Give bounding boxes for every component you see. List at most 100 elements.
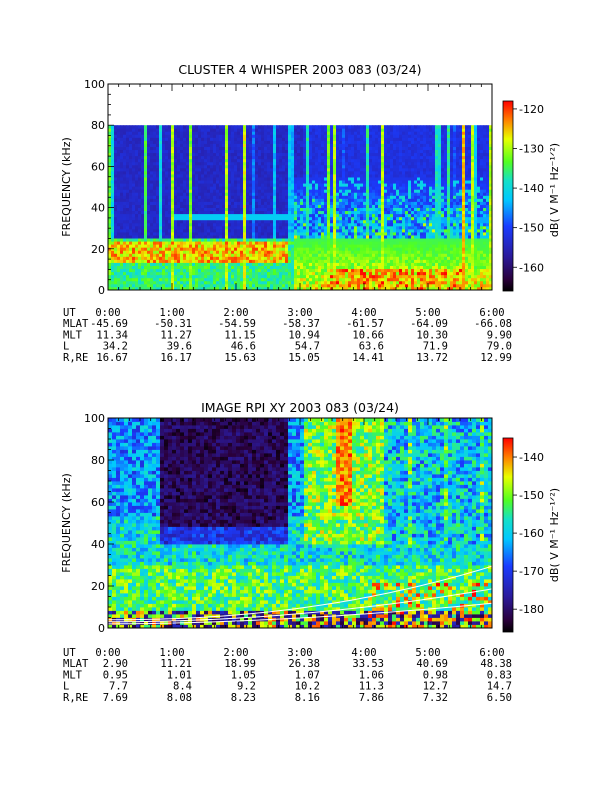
spectrogram-image [108,84,493,291]
colorbar: -140 -150 -160 -170 -180 dB( V M⁻¹ Hz⁻¹ᐟ²) [502,437,561,633]
colorbar-label: dB( V M⁻¹ Hz⁻¹ᐟ²) [548,143,561,237]
y-tick-label: 80 [91,119,105,132]
ephemeris-value: 13.72 [416,352,448,364]
colorbar-tick-label: -130 [519,143,544,156]
ephemeris-row-label: L [63,341,69,353]
ephemeris-table: UT 0:00 1:00 2:00 3:00 4:00 5:00 6:00 MLAT 2.90 11… [63,647,512,704]
ephemeris-row-label: MLAT [63,658,89,670]
ephemeris-value: 0.95 [103,669,128,681]
ephemeris-value: 11.3 [359,681,384,693]
ephemeris-value: -54.59 [218,318,256,330]
y-tick-label: 0 [98,622,105,635]
y-tick-label: 100 [84,412,105,425]
colorbar-tick-label: -150 [519,222,544,235]
y-tick-label: 20 [91,580,105,593]
colorbar-tick-label: -140 [519,451,544,464]
ephemeris-value: 9.90 [487,329,512,341]
colorbar-tick-label: -160 [519,527,544,540]
ephemeris-row-label: R,RE [63,692,88,704]
ephemeris-value: 11.27 [160,329,192,341]
ephemeris-value: 14.41 [352,352,384,364]
colorbar-label: dB( V M⁻¹ Hz⁻¹ᐟ²) [548,488,561,582]
ephemeris-value: 0:00 [95,647,120,659]
colorbar-scale [502,100,514,292]
ephemeris-value: 7.7 [109,681,128,693]
ephemeris-value: 2:00 [223,647,248,659]
ephemeris-value: 16.67 [96,352,128,364]
ephemeris-value: 7.32 [423,692,448,704]
ephemeris-value: 26.38 [288,658,320,670]
ephemeris-value: 5:00 [415,647,440,659]
ephemeris-value: -58.37 [282,318,320,330]
ephemeris-value: 3:00 [287,647,312,659]
ephemeris-value: -66.08 [474,318,512,330]
ephemeris-value: -45.69 [90,318,128,330]
ephemeris-row-label: MLAT [63,318,89,330]
chart-title: IMAGE RPI XY 2003 083 (03/24) [201,400,399,415]
ephemeris-value: 1:00 [159,307,184,319]
ephemeris-row-label: MLT [63,329,83,341]
y-tick-label: 100 [84,78,105,91]
ephemeris-value: 6.50 [487,692,512,704]
colorbar-tick-label: -140 [519,182,544,195]
ephemeris-value: 54.7 [295,341,320,353]
ephemeris-value: 15.63 [224,352,256,364]
colorbar-tick-label: -160 [519,261,544,274]
y-tick-label: 20 [91,243,105,256]
spectrogram-image [108,418,493,629]
colorbar: -120 -130 -140 -150 -160 dB( V M⁻¹ Hz⁻¹ᐟ²) [502,100,561,292]
ephemeris-value: 40.69 [416,658,448,670]
ephemeris-value: 1.01 [167,669,192,681]
ephemeris-value: 8.4 [173,681,192,693]
ephemeris-value: 1.06 [359,669,384,681]
y-tick-label: 40 [91,538,105,551]
ephemeris-value: 79.0 [487,341,512,353]
ephemeris-value: 63.6 [359,341,384,353]
ephemeris-row-label: L [63,681,69,693]
ephemeris-value: 71.9 [423,341,448,353]
ephemeris-value: 10.30 [416,329,448,341]
ephemeris-value: 8.08 [167,692,192,704]
ephemeris-row-label: MLT [63,669,83,681]
ephemeris-value: -50.31 [154,318,192,330]
ephemeris-value: 11.21 [160,658,192,670]
y-tick-label: 80 [91,454,105,467]
ephemeris-value: 3:00 [287,307,312,319]
ephemeris-value: 8.16 [295,692,320,704]
ephemeris-value: 10.2 [295,681,320,693]
ephemeris-row-label: UT [63,647,76,659]
y-axis-label: FREQUENCY (kHz) [60,137,73,237]
ephemeris-value: 4:00 [351,307,376,319]
ephemeris-value: 33.53 [352,658,384,670]
ephemeris-value: 6:00 [479,647,504,659]
colorbar-tick-label: -120 [519,103,544,116]
colorbar-tick-label: -150 [519,489,544,502]
ephemeris-value: -64.09 [410,318,448,330]
ephemeris-value: 4:00 [351,647,376,659]
ephemeris-row-label: UT [63,307,76,319]
ephemeris-value: 9.2 [237,681,256,693]
plasma-frequency-curve [108,565,493,621]
ephemeris-value: 6:00 [479,307,504,319]
ephemeris-row-label: R,RE [63,352,88,364]
ephemeris-value: 8.23 [231,692,256,704]
ephemeris-value: 10.66 [352,329,384,341]
ephemeris-value: 14.7 [487,681,512,693]
image-rpi-panel: IMAGE RPI XY 2003 083 (03/24) FREQUENCY … [60,400,561,704]
colorbar-scale [502,437,514,633]
ephemeris-value: 16.17 [160,352,192,364]
ephemeris-value: 2:00 [223,307,248,319]
ephemeris-value: 12.7 [423,681,448,693]
y-tick-label: 60 [91,160,105,173]
ephemeris-value: 48.38 [480,658,512,670]
ephemeris-value: 5:00 [415,307,440,319]
colorbar-tick-label: -170 [519,565,544,578]
y-tick-label: 40 [91,202,105,215]
ephemeris-value: 10.94 [288,329,320,341]
plasma-frequency-curve [108,588,493,623]
y-tick-label: 60 [91,496,105,509]
ephemeris-value: 11.15 [224,329,256,341]
ephemeris-table: UT 0:00 1:00 2:00 3:00 4:00 5:00 6:00 MLAT -45.69… [63,307,512,364]
ephemeris-value: -61.57 [346,318,384,330]
